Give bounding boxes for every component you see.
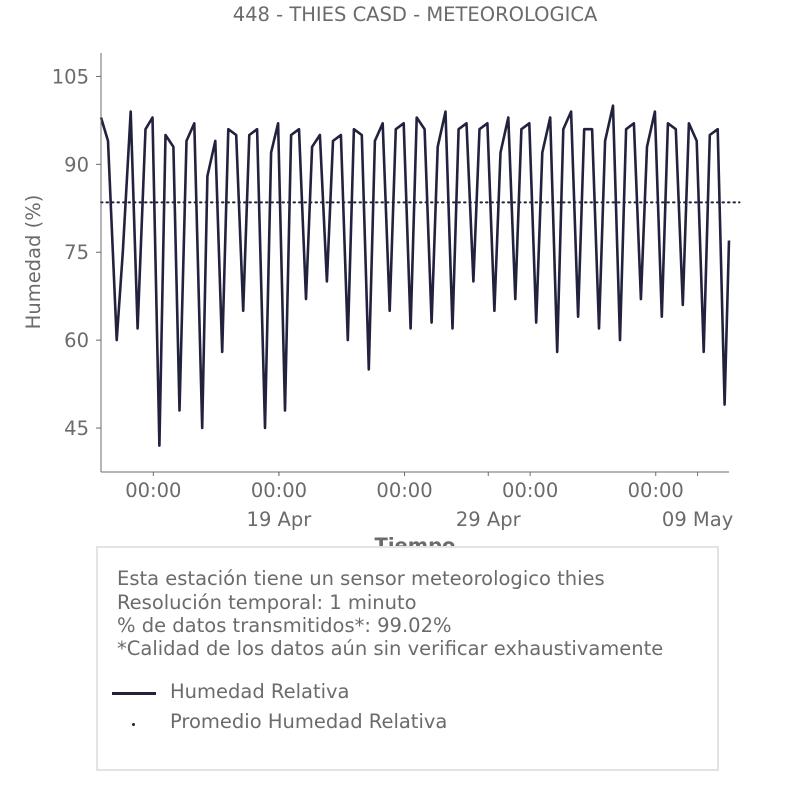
x-tick-label: 00:00 xyxy=(376,479,432,502)
y-tick-label: 60 xyxy=(64,329,89,352)
legend-dot-swatch xyxy=(132,723,135,726)
legend-label: Humedad Relativa xyxy=(170,680,350,703)
plot-area xyxy=(99,104,741,447)
legend-item-average: Promedio Humedad Relativa xyxy=(110,710,670,736)
x-date-label: 09 May xyxy=(662,508,733,531)
info-quality-note: *Calidad de los datos aún sin verificar … xyxy=(117,637,664,660)
y-tick-label: 45 xyxy=(64,417,89,440)
series-relative-humidity xyxy=(99,104,731,447)
x-tick-label: 00:00 xyxy=(125,479,181,502)
info-sensor-text: Esta estación tiene un sensor meteorolog… xyxy=(117,567,605,590)
x-date-label: 19 Apr xyxy=(247,508,313,531)
axes: 45 60 75 90 105 00:00 00:00 00:00 00:00 00:00 19 A… xyxy=(52,53,733,531)
info-resolution-text: Resolución temporal: 1 minuto xyxy=(117,591,417,614)
info-legend-box: Esta estación tiene un sensor meteorolog… xyxy=(96,546,719,771)
legend-label: Promedio Humedad Relativa xyxy=(170,710,448,733)
legend-line-swatch xyxy=(112,692,156,695)
y-tick-label: 105 xyxy=(52,65,89,88)
chart-title: 448 - THIES CASD - METEOROLOGICA xyxy=(233,3,598,26)
y-tick-label: 90 xyxy=(64,153,89,176)
x-tick-label: 00:00 xyxy=(251,479,307,502)
x-tick-label: 00:00 xyxy=(502,479,558,502)
legend-item-humidity: Humedad Relativa xyxy=(110,680,670,706)
y-tick-label: 75 xyxy=(64,241,89,264)
x-date-label: 29 Apr xyxy=(456,508,522,531)
y-axis-label: Humedad (%) xyxy=(22,195,45,330)
x-tick-label: 00:00 xyxy=(628,479,684,502)
info-transmitted-text: % de datos transmitidos*: 99.02% xyxy=(117,614,452,637)
